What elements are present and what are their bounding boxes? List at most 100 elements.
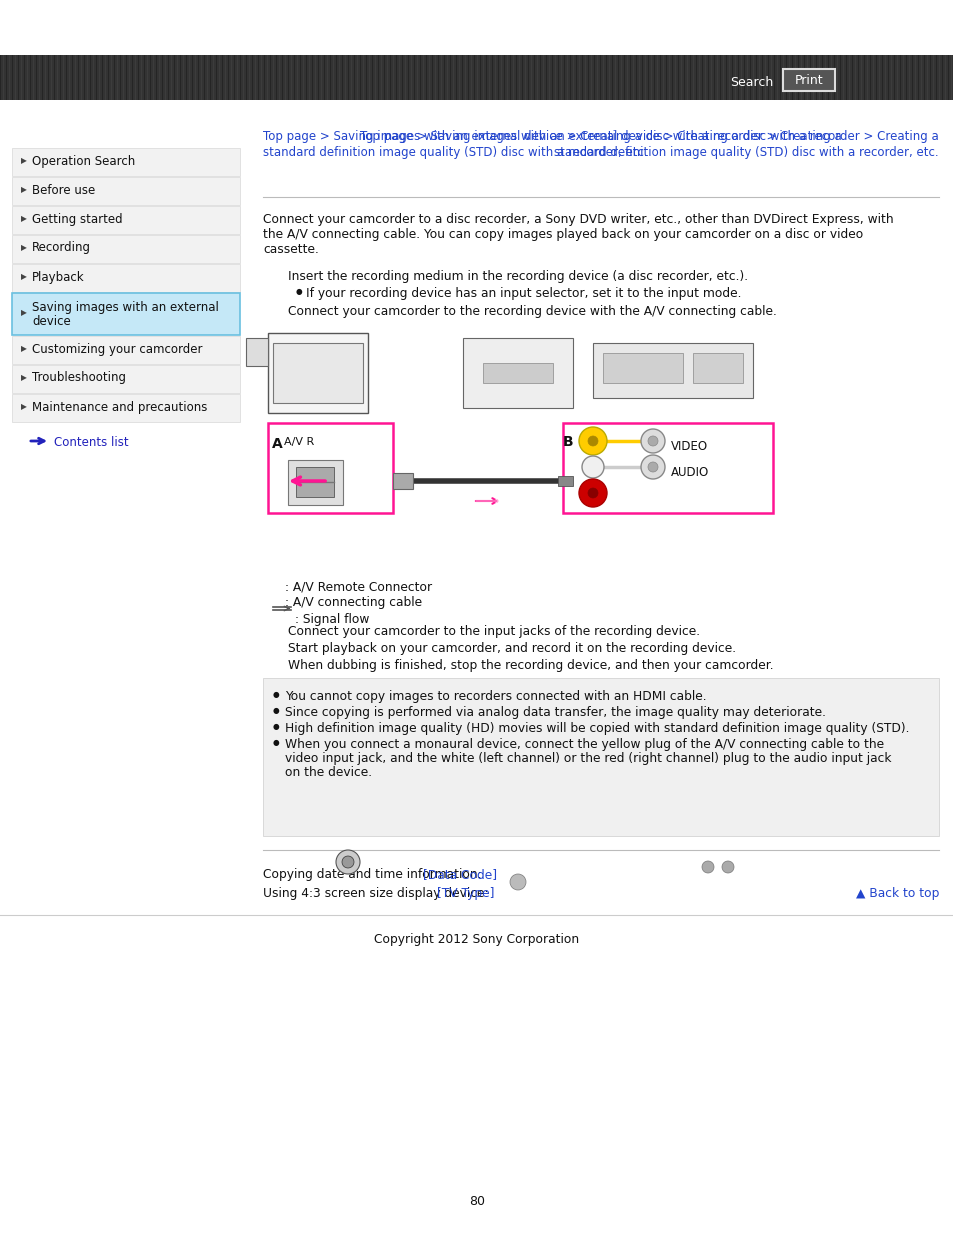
FancyBboxPatch shape bbox=[39, 56, 40, 100]
FancyBboxPatch shape bbox=[0, 0, 953, 56]
FancyBboxPatch shape bbox=[788, 56, 789, 100]
FancyBboxPatch shape bbox=[623, 56, 624, 100]
FancyBboxPatch shape bbox=[489, 56, 490, 100]
FancyBboxPatch shape bbox=[797, 56, 799, 100]
FancyBboxPatch shape bbox=[552, 56, 553, 100]
FancyBboxPatch shape bbox=[587, 56, 588, 100]
FancyBboxPatch shape bbox=[27, 56, 28, 100]
FancyBboxPatch shape bbox=[236, 56, 237, 100]
Circle shape bbox=[587, 436, 598, 446]
FancyBboxPatch shape bbox=[453, 56, 454, 100]
FancyBboxPatch shape bbox=[194, 56, 195, 100]
FancyBboxPatch shape bbox=[268, 333, 368, 412]
FancyBboxPatch shape bbox=[156, 56, 157, 100]
FancyBboxPatch shape bbox=[926, 56, 927, 100]
FancyBboxPatch shape bbox=[545, 56, 546, 100]
FancyBboxPatch shape bbox=[713, 56, 714, 100]
Text: Using 4:3 screen size display device:: Using 4:3 screen size display device: bbox=[263, 887, 492, 900]
Text: You cannot copy images to recorders connected with an HDMI cable.: You cannot copy images to recorders conn… bbox=[285, 690, 706, 703]
FancyBboxPatch shape bbox=[92, 56, 94, 100]
FancyBboxPatch shape bbox=[393, 473, 413, 489]
FancyBboxPatch shape bbox=[722, 56, 723, 100]
FancyBboxPatch shape bbox=[246, 56, 247, 100]
Text: standard definition image quality (STD) disc with a recorder, etc.: standard definition image quality (STD) … bbox=[554, 146, 938, 159]
FancyBboxPatch shape bbox=[12, 394, 240, 422]
FancyBboxPatch shape bbox=[696, 56, 697, 100]
FancyBboxPatch shape bbox=[941, 56, 942, 100]
FancyBboxPatch shape bbox=[479, 56, 480, 100]
FancyBboxPatch shape bbox=[731, 56, 732, 100]
FancyBboxPatch shape bbox=[183, 56, 184, 100]
FancyBboxPatch shape bbox=[0, 56, 953, 100]
FancyBboxPatch shape bbox=[405, 56, 406, 100]
FancyBboxPatch shape bbox=[159, 56, 160, 100]
FancyBboxPatch shape bbox=[597, 56, 598, 100]
Text: High definition image quality (HD) movies will be copied with standard definitio: High definition image quality (HD) movie… bbox=[285, 722, 908, 735]
FancyBboxPatch shape bbox=[207, 56, 208, 100]
Text: Playback: Playback bbox=[32, 270, 85, 284]
FancyBboxPatch shape bbox=[848, 56, 849, 100]
FancyBboxPatch shape bbox=[641, 56, 642, 100]
FancyBboxPatch shape bbox=[578, 56, 579, 100]
FancyBboxPatch shape bbox=[902, 56, 903, 100]
FancyBboxPatch shape bbox=[836, 56, 837, 100]
FancyBboxPatch shape bbox=[12, 366, 240, 393]
FancyBboxPatch shape bbox=[243, 56, 244, 100]
FancyBboxPatch shape bbox=[273, 343, 363, 403]
FancyBboxPatch shape bbox=[938, 56, 939, 100]
FancyBboxPatch shape bbox=[296, 56, 297, 100]
FancyBboxPatch shape bbox=[668, 56, 669, 100]
Circle shape bbox=[335, 850, 359, 874]
Text: When dubbing is finished, stop the recording device, and then your camcorder.: When dubbing is finished, stop the recor… bbox=[288, 659, 773, 672]
FancyBboxPatch shape bbox=[18, 56, 19, 100]
Text: ▶: ▶ bbox=[21, 373, 27, 383]
FancyBboxPatch shape bbox=[78, 56, 79, 100]
FancyBboxPatch shape bbox=[581, 56, 582, 100]
Text: device: device bbox=[32, 315, 71, 329]
FancyBboxPatch shape bbox=[647, 56, 648, 100]
FancyBboxPatch shape bbox=[636, 56, 637, 100]
FancyBboxPatch shape bbox=[869, 56, 870, 100]
FancyBboxPatch shape bbox=[81, 56, 82, 100]
FancyBboxPatch shape bbox=[665, 56, 666, 100]
FancyBboxPatch shape bbox=[263, 324, 938, 573]
FancyBboxPatch shape bbox=[180, 56, 181, 100]
FancyBboxPatch shape bbox=[794, 56, 795, 100]
FancyBboxPatch shape bbox=[215, 56, 216, 100]
FancyBboxPatch shape bbox=[275, 56, 276, 100]
FancyBboxPatch shape bbox=[12, 293, 240, 335]
FancyBboxPatch shape bbox=[905, 56, 906, 100]
FancyBboxPatch shape bbox=[240, 56, 241, 100]
Text: on the device.: on the device. bbox=[285, 766, 372, 779]
FancyBboxPatch shape bbox=[947, 56, 948, 100]
FancyBboxPatch shape bbox=[531, 56, 532, 100]
Text: A: A bbox=[272, 437, 282, 451]
FancyBboxPatch shape bbox=[267, 56, 268, 100]
FancyBboxPatch shape bbox=[602, 56, 603, 100]
FancyBboxPatch shape bbox=[759, 56, 760, 100]
FancyBboxPatch shape bbox=[764, 56, 765, 100]
FancyBboxPatch shape bbox=[225, 56, 226, 100]
Circle shape bbox=[647, 462, 658, 472]
FancyBboxPatch shape bbox=[626, 56, 627, 100]
FancyBboxPatch shape bbox=[734, 56, 735, 100]
FancyBboxPatch shape bbox=[69, 56, 70, 100]
FancyBboxPatch shape bbox=[920, 56, 921, 100]
FancyBboxPatch shape bbox=[821, 56, 822, 100]
FancyBboxPatch shape bbox=[222, 56, 223, 100]
FancyBboxPatch shape bbox=[120, 56, 121, 100]
FancyBboxPatch shape bbox=[87, 56, 88, 100]
FancyBboxPatch shape bbox=[387, 56, 388, 100]
FancyBboxPatch shape bbox=[818, 56, 820, 100]
FancyBboxPatch shape bbox=[516, 56, 517, 100]
FancyBboxPatch shape bbox=[105, 56, 106, 100]
Text: : A/V connecting cable: : A/V connecting cable bbox=[285, 597, 421, 609]
FancyBboxPatch shape bbox=[129, 56, 130, 100]
Text: Top page > Saving images with an external device > Creating a disc with a record: Top page > Saving images with an externa… bbox=[360, 130, 938, 143]
FancyBboxPatch shape bbox=[351, 56, 352, 100]
FancyBboxPatch shape bbox=[102, 56, 103, 100]
FancyBboxPatch shape bbox=[608, 56, 609, 100]
FancyBboxPatch shape bbox=[252, 56, 253, 100]
Circle shape bbox=[510, 874, 525, 890]
FancyBboxPatch shape bbox=[785, 56, 786, 100]
